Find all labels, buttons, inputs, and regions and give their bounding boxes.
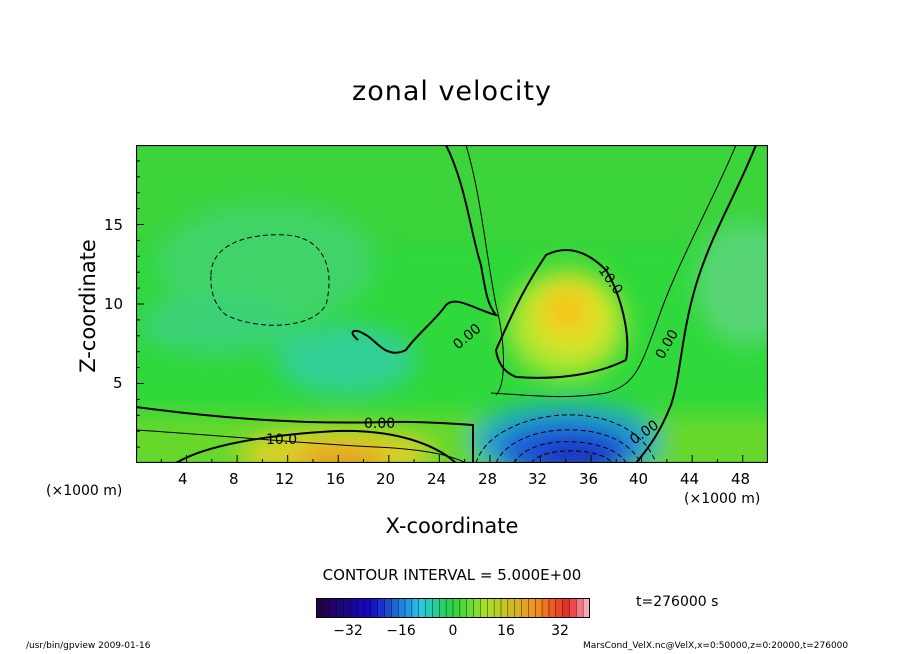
- x-tick-marks: [160, 455, 744, 463]
- x-tick-label: 12: [275, 470, 295, 488]
- colorbar-cell: [329, 598, 337, 618]
- contour-five-low: [136, 429, 467, 463]
- colorbar-tick-label: 16: [497, 623, 515, 639]
- plot-area: 10.0 0.00 0.00 10.0 0.00 0.00: [136, 145, 768, 463]
- contour-lines: [136, 145, 757, 463]
- colorbar-cell: [555, 598, 563, 618]
- footer-left: /usr/bin/gpview 2009-01-16: [26, 641, 151, 651]
- contour-label: 0.00: [364, 416, 395, 432]
- footer-right: MarsCond_VelX.nc@VelX,x=0:50000,z=0:2000…: [583, 641, 849, 651]
- colorbar-cell: [446, 598, 454, 618]
- colorbar-tick-label: 32: [551, 623, 569, 639]
- colorbar-tick-label: −32: [333, 623, 363, 639]
- colorbar-cell: [343, 598, 351, 618]
- colorbar-cell: [405, 598, 413, 618]
- contour-label: 10.0: [266, 432, 297, 448]
- colorbar-cell: [528, 598, 536, 618]
- y-tick-label: 5: [113, 374, 123, 392]
- colorbar-cell: [466, 598, 474, 618]
- colorbar-cell: [548, 598, 557, 618]
- colorbar-cell: [439, 598, 447, 618]
- colorbar-cell: [542, 598, 550, 618]
- colorbar-cell: [494, 598, 502, 618]
- x-tick-label: 4: [178, 470, 188, 488]
- colorbar-cell: [370, 598, 378, 618]
- contour-ten-left: [175, 429, 457, 463]
- colorbar-cell: [487, 598, 495, 618]
- colorbar-tick-label: −16: [386, 623, 416, 639]
- colorbar-cell: [507, 598, 515, 618]
- contour-neg-3: [513, 441, 627, 463]
- colorbar-cell: [562, 598, 570, 618]
- colorbar-cell: [384, 598, 392, 618]
- colorbar-cell: [583, 598, 590, 618]
- contour-five-right: [490, 145, 737, 398]
- contour-neg-4: [530, 450, 613, 463]
- contour-five-upper: [465, 145, 504, 396]
- colorbar-cell: [336, 598, 344, 618]
- x-tick-label: 36: [579, 470, 599, 488]
- colorbar-cell: [363, 598, 372, 618]
- x-tick-label: 32: [528, 470, 548, 488]
- colorbar-cell: [473, 598, 481, 618]
- contour-zero-right: [635, 145, 757, 463]
- colorbar-cell: [500, 598, 509, 618]
- colorbar-cell: [418, 598, 426, 618]
- colorbar-cell: [514, 598, 522, 618]
- y-tick-label: 10: [104, 295, 124, 313]
- colorbar-cell: [535, 598, 543, 618]
- colorbar-cell: [521, 598, 529, 618]
- colorbar-cell: [350, 598, 358, 618]
- x-unit-label: (×1000 m): [684, 491, 761, 507]
- colorbar-cell: [569, 598, 577, 618]
- colorbar-cell: [391, 598, 399, 618]
- colorbar-tick-label: 0: [448, 623, 458, 639]
- colorbar-cell: [459, 598, 467, 618]
- contour-neg-left: [210, 234, 330, 326]
- x-tick-label: 28: [478, 470, 498, 488]
- colorbar-cell: [322, 598, 330, 618]
- contour-zero-mid: [351, 145, 499, 354]
- y-unit-label: (×1000 m): [46, 483, 123, 499]
- colorbar-cell: [316, 598, 324, 618]
- colorbar-cell: [398, 598, 406, 618]
- colorbar-cell: [425, 598, 433, 618]
- x-tick-label: 24: [427, 470, 447, 488]
- contour-neg-2: [495, 429, 642, 463]
- field-shading: [136, 145, 768, 463]
- time-label: t=276000 s: [636, 594, 719, 610]
- colorbar-cell: [357, 598, 365, 618]
- colorbar-cell: [377, 598, 385, 618]
- y-axis-label: Z-coordinate: [76, 239, 100, 373]
- contour-interval: CONTOUR INTERVAL = 5.000E+00: [322, 566, 582, 584]
- x-tick-label: 44: [680, 470, 700, 488]
- colorbar-cell: [411, 598, 420, 618]
- x-tick-label: 20: [376, 470, 396, 488]
- y-tick-marks: [136, 160, 144, 448]
- x-tick-label: 16: [326, 470, 346, 488]
- colorbar-cell: [432, 598, 440, 618]
- x-axis-label: X-coordinate: [385, 514, 519, 538]
- x-tick-label: 8: [229, 470, 239, 488]
- colorbar-cell: [480, 598, 488, 618]
- contour-ten-right: [494, 249, 629, 379]
- x-tick-label: 40: [629, 470, 649, 488]
- colorbar-cell: [576, 598, 584, 618]
- contour-zero-left: [136, 406, 474, 463]
- colorbar-cell: [453, 598, 461, 618]
- colorbar: [316, 598, 590, 618]
- y-tick-label: 15: [104, 216, 124, 234]
- contour-neg-1: [475, 414, 657, 463]
- chart-title: zonal velocity: [352, 76, 552, 107]
- x-tick-label: 48: [731, 470, 751, 488]
